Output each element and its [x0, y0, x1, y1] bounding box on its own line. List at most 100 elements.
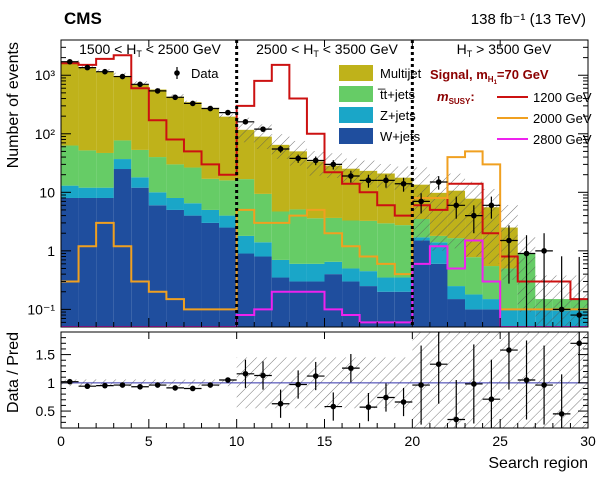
bar-multijet-8 — [201, 107, 220, 179]
uncertainty-bin-10 — [236, 117, 255, 143]
bar-w-jets-29 — [570, 327, 588, 332]
ratio-point-5 — [154, 382, 161, 388]
bar-t-t-jets-1 — [78, 150, 97, 188]
data-point-20 — [418, 198, 424, 205]
bar-t-t-jets-14 — [306, 218, 325, 264]
data-point-28 — [558, 306, 565, 313]
data-point-3 — [119, 73, 126, 80]
signal-line-2000-gev — [61, 150, 588, 311]
x-tick-label-15: 15 — [317, 433, 333, 449]
bar-w-jets-12 — [271, 277, 290, 327]
y-axis-title-top: Number of events — [5, 42, 22, 168]
bar-w-jets-5 — [148, 205, 167, 327]
bar-z-jets-6 — [166, 197, 184, 210]
x-tick-label-5: 5 — [145, 433, 153, 449]
data-point-6 — [172, 94, 178, 101]
ratio-point-19 — [400, 399, 407, 405]
signal-lines — [61, 54, 588, 327]
experiment-label: CMS — [64, 9, 102, 28]
uncertainty-bin-24 — [482, 188, 501, 264]
ratio-point-11 — [260, 372, 266, 379]
legend-label-ttbar: t̅t+jets — [378, 87, 416, 102]
bar-w-jets-9 — [219, 227, 237, 327]
signal-line-2800-gev — [61, 239, 588, 327]
bar-z-jets-16 — [342, 268, 360, 282]
bar-w-jets-3 — [113, 169, 132, 327]
data-point-12 — [277, 146, 284, 152]
bar-z-jets-12 — [271, 259, 290, 278]
ratio-point-27 — [541, 382, 547, 388]
data-point-18 — [383, 177, 389, 184]
bar-w-jets-25 — [500, 327, 518, 332]
bar-z-jets-7 — [183, 203, 202, 216]
bar-z-jets-22 — [447, 286, 466, 300]
ratio-point-12 — [277, 400, 284, 407]
bar-z-jets-2 — [96, 187, 114, 198]
y-axis-title-bottom: Data / Pred — [5, 332, 22, 413]
data-points — [61, 58, 588, 327]
bar-t-t-jets-8 — [201, 178, 220, 210]
x-tick-label-25: 25 — [492, 433, 508, 449]
uncertainty-bin-11 — [254, 124, 272, 149]
signal-mass-label: mSUSY: — [437, 89, 475, 106]
bar-t-t-jets-12 — [271, 211, 290, 260]
ratio-point-3 — [119, 382, 126, 388]
bar-t-t-jets-6 — [166, 164, 184, 198]
axes-ticks: 0 5 10 15 20 25 30 10³ 10² 10 1 10⁻¹ 0.5 1 1.5 — [27, 39, 596, 449]
legend-swatch-zjets — [339, 107, 373, 123]
bar-t-t-jets-9 — [219, 180, 237, 216]
data-point-11 — [260, 126, 266, 132]
bar-z-jets-14 — [306, 263, 325, 282]
data-point-9 — [225, 109, 231, 116]
legend-data-label: Data — [191, 66, 219, 81]
bar-z-jets-8 — [201, 209, 220, 223]
bar-t-t-jets-15 — [324, 217, 343, 262]
x-tick-label-30: 30 — [580, 433, 596, 449]
x-tick-label-20: 20 — [405, 433, 421, 449]
uncertainty-bin-21 — [429, 175, 448, 251]
bar-multijet-11 — [254, 136, 272, 194]
legend-label-multijet: Multijet — [380, 66, 422, 81]
x-tick-label-0: 0 — [57, 433, 65, 449]
bar-t-t-jets-10 — [236, 179, 255, 236]
bar-w-jets-0 — [61, 197, 79, 327]
legend-label-2800: 2800 GeV — [533, 132, 592, 147]
legend-swatch-wjets — [339, 128, 373, 144]
bar-t-t-jets-7 — [183, 167, 202, 204]
ratio-point-14 — [312, 373, 319, 379]
bar-w-jets-28 — [553, 327, 571, 332]
uncertainty-bin-13 — [289, 140, 307, 166]
bar-w-jets-23 — [465, 309, 483, 327]
bar-z-jets-4 — [131, 177, 149, 188]
data-point-16 — [348, 173, 354, 179]
data-point-13 — [295, 155, 301, 162]
ratio-point-4 — [137, 383, 143, 390]
ratio-point-13 — [295, 381, 301, 388]
bar-z-jets-5 — [148, 192, 167, 206]
uncertainty-bin-9 — [219, 114, 237, 119]
bar-z-jets-25 — [500, 309, 518, 327]
ratio-point-18 — [383, 394, 389, 401]
ratio-point-20 — [418, 382, 424, 388]
data-point-4 — [137, 81, 143, 88]
y-tick-label-top-0.1: 10⁻¹ — [27, 301, 55, 317]
ratio-point-21 — [435, 361, 442, 367]
ratio-point-23 — [471, 381, 477, 387]
bar-t-t-jets-4 — [131, 149, 149, 178]
ratio-point-9 — [225, 377, 231, 383]
bar-w-jets-4 — [131, 187, 149, 327]
bar-multijet-14 — [306, 161, 325, 219]
bar-w-jets-14 — [306, 281, 325, 327]
legend-label-1200: 1200 GeV — [533, 90, 592, 105]
ratio-point-28 — [558, 411, 565, 417]
y-tick-label-top-10: 10 — [39, 184, 55, 200]
bar-w-jets-15 — [324, 274, 343, 327]
ratio-point-2 — [102, 382, 108, 389]
bar-multijet-3 — [113, 75, 132, 141]
data-point-24 — [488, 202, 495, 209]
ratio-point-6 — [172, 385, 178, 391]
data-point-19 — [400, 180, 407, 187]
ratio-point-0 — [66, 378, 73, 385]
bar-w-jets-24 — [482, 309, 501, 327]
